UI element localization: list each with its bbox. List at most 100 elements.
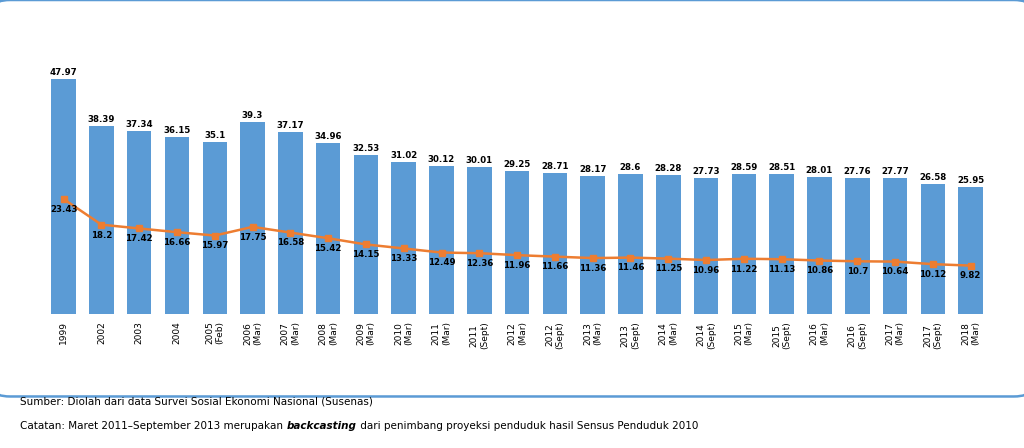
Persentase Penduduk Miskin (P0): [171, 229, 183, 235]
Line: Persentase Penduduk Miskin (P0): Persentase Penduduk Miskin (P0): [60, 196, 974, 268]
Text: 31.02: 31.02: [390, 151, 418, 160]
Text: Sumber: Diolah dari data Survei Sosial Ekonomi Nasional (Susenas): Sumber: Diolah dari data Survei Sosial E…: [20, 396, 374, 406]
Text: 28.59: 28.59: [730, 163, 758, 172]
Text: 15.97: 15.97: [201, 241, 228, 250]
Bar: [505, 171, 529, 314]
Text: 23.43: 23.43: [50, 205, 78, 214]
Text: 10.64: 10.64: [882, 267, 908, 276]
Bar: [543, 173, 567, 314]
Persentase Penduduk Miskin (P0): [700, 257, 713, 263]
Text: 10.12: 10.12: [920, 270, 946, 279]
Text: 11.13: 11.13: [768, 265, 796, 274]
Text: 39.3: 39.3: [242, 111, 263, 120]
Text: 28.71: 28.71: [541, 162, 568, 171]
Bar: [203, 142, 227, 314]
Text: 14.15: 14.15: [352, 250, 380, 259]
Text: 11.66: 11.66: [542, 263, 568, 271]
Bar: [315, 143, 340, 314]
Persentase Penduduk Miskin (P0): [133, 226, 145, 231]
Text: 32.53: 32.53: [352, 144, 380, 153]
Text: 27.76: 27.76: [844, 167, 871, 176]
Persentase Penduduk Miskin (P0): [663, 256, 675, 261]
Bar: [127, 131, 152, 314]
Text: 37.34: 37.34: [125, 120, 153, 129]
Text: 30.01: 30.01: [466, 156, 493, 165]
Persentase Penduduk Miskin (P0): [359, 242, 372, 247]
Persentase Penduduk Miskin (P0): [927, 262, 939, 267]
Text: 28.6: 28.6: [620, 163, 641, 172]
Text: 10.96: 10.96: [692, 266, 720, 275]
Text: 26.58: 26.58: [920, 173, 946, 182]
Text: 28.01: 28.01: [806, 166, 834, 175]
Text: Catatan: Maret 2011–September 2013 merupakan: Catatan: Maret 2011–September 2013 merup…: [20, 421, 287, 431]
Persentase Penduduk Miskin (P0): [587, 255, 599, 261]
Bar: [958, 187, 983, 314]
Bar: [89, 126, 114, 314]
Persentase Penduduk Miskin (P0): [209, 233, 221, 238]
Text: 35.1: 35.1: [204, 131, 225, 140]
Text: 27.73: 27.73: [692, 167, 720, 176]
Bar: [731, 174, 756, 314]
Text: 11.46: 11.46: [616, 263, 644, 272]
Text: 10.86: 10.86: [806, 267, 834, 276]
Text: backcasting: backcasting: [287, 421, 356, 431]
Text: 28.17: 28.17: [579, 165, 606, 174]
Bar: [51, 79, 76, 314]
Bar: [807, 177, 831, 314]
Text: 10.7: 10.7: [847, 267, 868, 276]
Persentase Penduduk Miskin (P0): [397, 246, 410, 251]
Text: 16.66: 16.66: [163, 238, 190, 247]
Text: 11.96: 11.96: [504, 261, 530, 270]
Text: 12.49: 12.49: [428, 258, 456, 267]
Bar: [391, 162, 416, 314]
Persentase Penduduk Miskin (P0): [435, 250, 447, 255]
Text: 17.42: 17.42: [125, 234, 153, 243]
Text: 37.17: 37.17: [276, 121, 304, 130]
Persentase Penduduk Miskin (P0): [549, 254, 561, 259]
Persentase Penduduk Miskin (P0): [775, 257, 787, 262]
Text: 36.15: 36.15: [164, 126, 190, 135]
Text: 47.97: 47.97: [50, 68, 78, 77]
Persentase Penduduk Miskin (P0): [247, 224, 259, 229]
Persentase Penduduk Miskin (P0): [813, 258, 825, 263]
Text: 27.77: 27.77: [881, 167, 909, 176]
Bar: [581, 176, 605, 314]
Bar: [353, 155, 378, 314]
Text: 18.2: 18.2: [91, 231, 112, 240]
Bar: [429, 166, 454, 314]
Bar: [921, 184, 945, 314]
Persentase Penduduk Miskin (P0): [737, 256, 750, 262]
Persentase Penduduk Miskin (P0): [473, 250, 485, 256]
Text: dari penimbang proyeksi penduduk hasil Sensus Penduduk 2010: dari penimbang proyeksi penduduk hasil S…: [356, 421, 698, 431]
Persentase Penduduk Miskin (P0): [57, 196, 70, 202]
Text: 30.12: 30.12: [428, 155, 455, 164]
Persentase Penduduk Miskin (P0): [285, 230, 297, 235]
Persentase Penduduk Miskin (P0): [95, 222, 108, 227]
Bar: [279, 132, 303, 314]
Text: 9.82: 9.82: [959, 271, 981, 280]
Text: 29.25: 29.25: [504, 159, 530, 169]
Text: 15.42: 15.42: [314, 244, 342, 253]
Persentase Penduduk Miskin (P0): [851, 258, 863, 264]
Bar: [694, 178, 719, 314]
Persentase Penduduk Miskin (P0): [511, 253, 523, 258]
Text: 28.51: 28.51: [768, 164, 796, 172]
Persentase Penduduk Miskin (P0): [625, 255, 637, 260]
Text: 11.25: 11.25: [654, 264, 682, 273]
Bar: [769, 174, 794, 314]
Text: 28.28: 28.28: [654, 164, 682, 173]
Bar: [618, 174, 643, 314]
Persentase Penduduk Miskin (P0): [889, 259, 901, 264]
Bar: [467, 167, 492, 314]
Persentase Penduduk Miskin (P0): [322, 236, 334, 241]
Text: 11.36: 11.36: [579, 264, 606, 273]
Text: 34.96: 34.96: [314, 132, 342, 141]
Bar: [845, 178, 869, 314]
Bar: [241, 121, 265, 314]
Text: 13.33: 13.33: [390, 254, 418, 263]
Text: 16.58: 16.58: [276, 238, 304, 247]
Text: 17.75: 17.75: [239, 233, 266, 242]
Persentase Penduduk Miskin (P0): [965, 263, 977, 268]
Text: 11.22: 11.22: [730, 265, 758, 274]
Bar: [165, 137, 189, 314]
